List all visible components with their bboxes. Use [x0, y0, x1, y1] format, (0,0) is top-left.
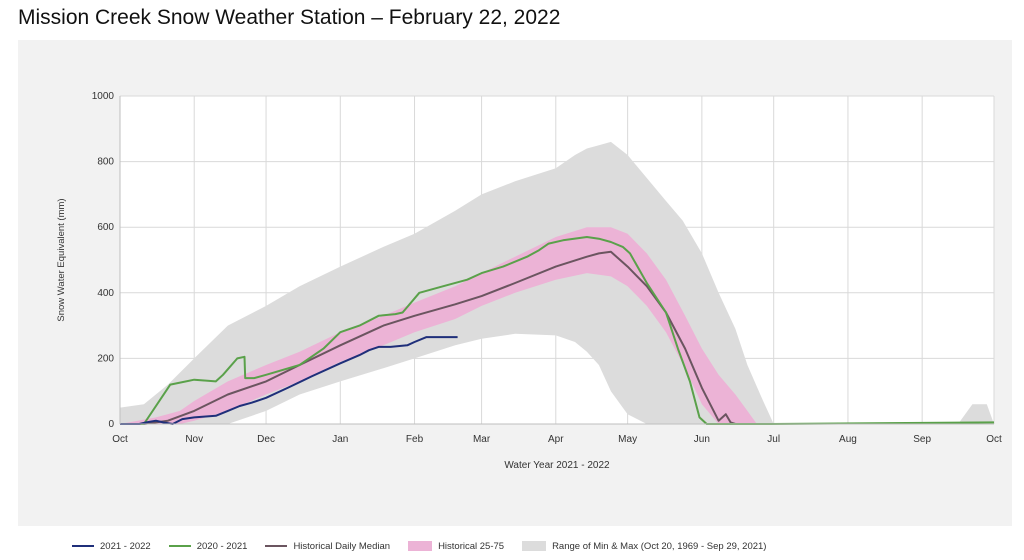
legend-item-wy2022: 2021 - 2022: [72, 541, 151, 552]
x-tick-label: Sep: [913, 434, 931, 445]
legend-label-range: Range of Min & Max (Oct 20, 1969 - Sep 2…: [552, 540, 767, 552]
legend-label-wy2021: 2020 - 2021: [196, 540, 248, 552]
legend-swatch-wy2021: [168, 545, 191, 547]
legend-label-band: Historical 25-75: [438, 540, 505, 552]
y-axis-title: Snow Water Equivalent (mm): [56, 198, 67, 321]
page-title: Mission Creek Snow Weather Station – Feb…: [18, 6, 561, 29]
y-tick-label: 400: [97, 288, 114, 299]
legend-label-median: Historical Daily Median: [293, 540, 391, 552]
x-tick-label: Dec: [257, 434, 275, 445]
x-tick-label: Oct: [112, 434, 128, 445]
series-line-2020-2021: [120, 236, 995, 425]
legend-item-wy2021: 2020 - 2021: [168, 540, 248, 552]
x-axis-title: Water Year 2021 - 2022: [504, 460, 610, 471]
legend-swatch-band: [408, 541, 433, 551]
legend-item-range: Range of Min & Max (Oct 20, 1969 - Sep 2…: [522, 541, 766, 552]
x-tick-label: Aug: [839, 434, 857, 445]
x-tick-label: Jun: [694, 434, 710, 445]
y-tick-label: 1000: [92, 91, 115, 102]
x-tick-label: Apr: [548, 434, 564, 445]
series-line-2021-2022: [120, 336, 458, 425]
x-tick-label: Feb: [406, 434, 424, 445]
y-tick-label: 200: [97, 353, 114, 364]
legend-swatch-median: [265, 545, 288, 547]
legend-item-median: Historical Daily Median: [265, 541, 390, 552]
legend-swatch-range: [522, 541, 547, 551]
y-tick-label: 600: [97, 222, 114, 233]
x-tick-label: Oct: [986, 434, 1002, 445]
y-tick-label: 0: [108, 419, 114, 430]
x-tick-label: Nov: [185, 434, 203, 445]
series-line-historical-daily-median: [143, 250, 736, 425]
x-tick-label: Mar: [473, 434, 491, 445]
chart-panel: 0 200 400 600 800 1000 Oct Nov Dec Jan Feb Mar Apr Ma…: [18, 40, 1012, 560]
x-tick-label: May: [618, 434, 637, 445]
legend-swatch-wy2022: [72, 545, 94, 547]
y-tick-label: 800: [97, 157, 114, 168]
legend-item-band: Historical 25-75: [408, 541, 504, 552]
legend-label-wy2022: 2021 - 2022: [100, 540, 151, 552]
x-tick-label: Jan: [332, 434, 348, 445]
x-tick-label: Jul: [767, 434, 780, 445]
swe-chart: 0 200 400 600 800 1000 Oct Nov Dec Jan Feb Mar Apr Ma…: [56, 91, 1002, 471]
chart-legend: 2021 - 2022 2020 - 2021 Historical Daily…: [62, 532, 822, 560]
